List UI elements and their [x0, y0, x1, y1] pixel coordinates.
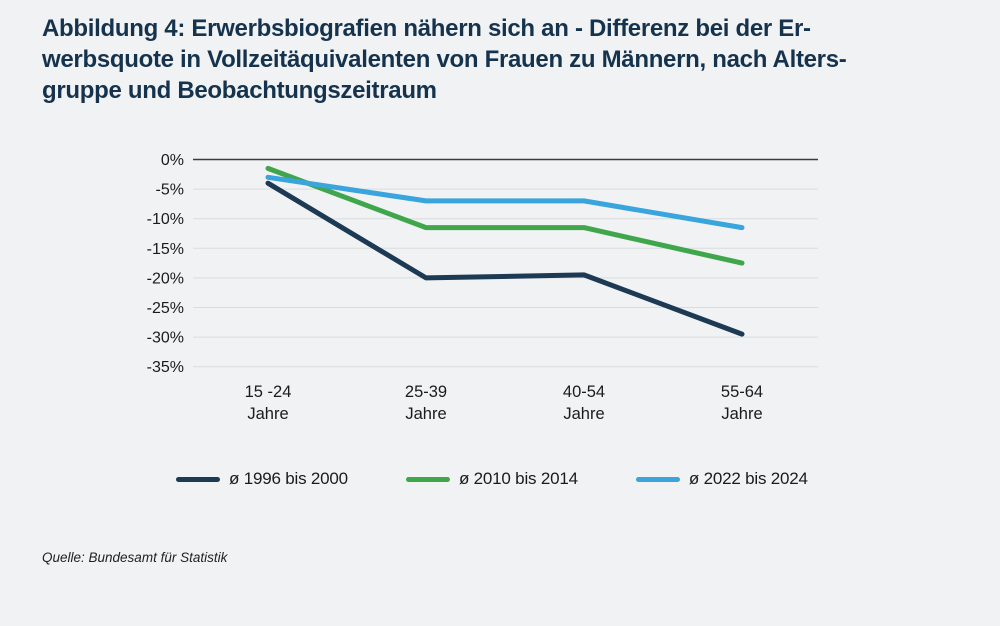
x-category-label: 15 -24 Jahre	[245, 383, 292, 423]
y-tick-label: -10%	[147, 211, 184, 228]
legend-swatch-line	[635, 476, 680, 482]
y-tick-label: -20%	[147, 270, 184, 287]
series-line	[265, 165, 745, 266]
x-category-label: 40-54 Jahre	[563, 383, 605, 423]
y-tick-label: -25%	[147, 300, 184, 317]
legend-label: ø 2010 bis 2014	[458, 469, 578, 488]
y-tick-label: -15%	[147, 241, 184, 258]
x-category-label: 55-64 Jahre	[721, 383, 763, 423]
chart-legend: ø 1996 bis 2000 ø 2010 bis 2014 ø 2022 bis…	[176, 469, 808, 489]
legend-item: ø 2010 bis 2014	[405, 469, 578, 489]
source-note: Quelle: Bundesamt für Statistik	[42, 550, 228, 565]
series-line	[265, 174, 745, 231]
y-tick-label: 0%	[161, 152, 184, 169]
y-tick-label: -30%	[147, 330, 184, 347]
legend-label: ø 1996 bis 2000	[229, 469, 348, 488]
figure-title: Abbildung 4: Erwerbsbiografien nähern si…	[42, 15, 847, 104]
legend-item: ø 1996 bis 2000	[176, 469, 348, 489]
y-tick-label: -5%	[156, 182, 184, 199]
y-tick-label: -35%	[147, 359, 184, 376]
legend-swatch-line	[176, 476, 220, 482]
x-category-label: 25-39 Jahre	[405, 383, 447, 423]
legend-swatch-line	[405, 476, 450, 482]
legend-label: ø 2022 bis 2024	[688, 469, 808, 488]
legend-item: ø 2022 bis 2024	[635, 469, 808, 489]
series-line	[265, 180, 745, 337]
